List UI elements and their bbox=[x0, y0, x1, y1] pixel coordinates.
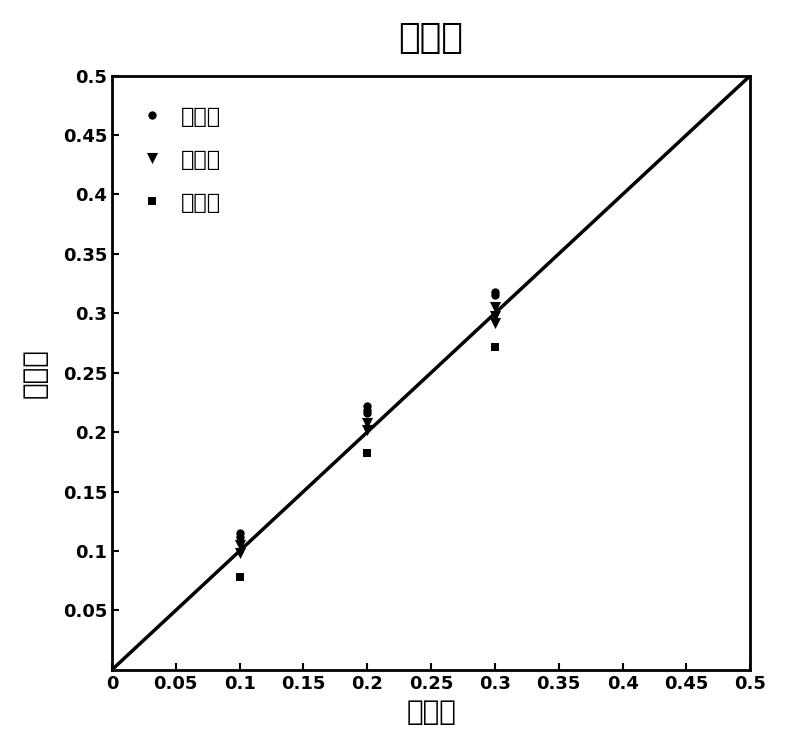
毒死蝴 bbox=[233, 527, 246, 539]
福美双 bbox=[361, 447, 374, 459]
啊虫脊 bbox=[489, 317, 501, 329]
毒死蝴 bbox=[489, 290, 501, 302]
毒死蝴 bbox=[361, 403, 374, 415]
啊虫脊 bbox=[489, 301, 501, 313]
福美双 bbox=[233, 571, 246, 583]
Title: 预测集: 预测集 bbox=[399, 21, 464, 55]
毒死蝴 bbox=[233, 530, 246, 542]
毒死蝴 bbox=[361, 407, 374, 419]
毒死蝴 bbox=[361, 400, 374, 412]
福美双 bbox=[489, 341, 501, 353]
Legend: 毒死蝴, 啊虫脊, 福美双: 毒死蝴, 啊虫脊, 福美双 bbox=[123, 87, 238, 231]
毒死蝴 bbox=[489, 286, 501, 298]
啊虫脊 bbox=[233, 548, 246, 560]
Y-axis label: 预测値: 预测値 bbox=[20, 348, 49, 397]
啊虫脊 bbox=[233, 539, 246, 551]
啊虫脊 bbox=[361, 417, 374, 429]
X-axis label: 实际値: 实际値 bbox=[406, 698, 456, 726]
啊虫脊 bbox=[361, 424, 374, 436]
啊虫脊 bbox=[489, 310, 501, 322]
